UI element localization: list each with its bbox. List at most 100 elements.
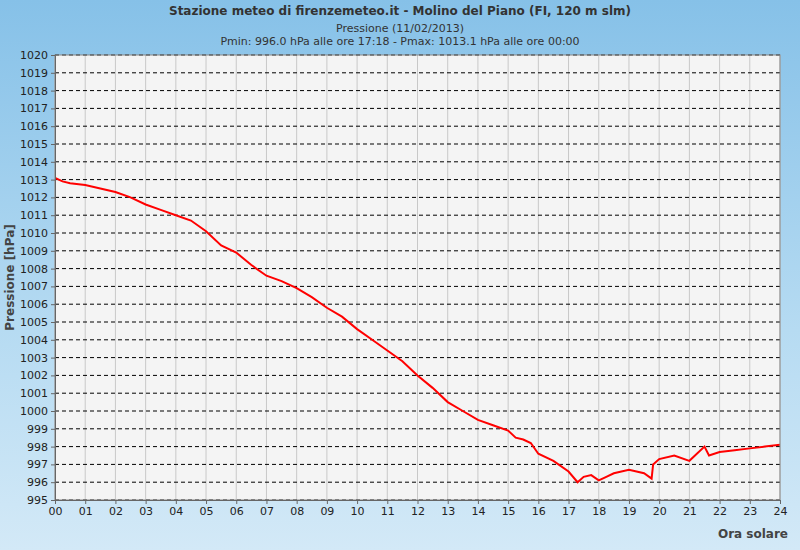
y-tick-mark: [51, 126, 55, 127]
y-tick-label: 1005: [20, 316, 48, 329]
y-tick-label: 1007: [20, 280, 48, 293]
x-tick-label: 22: [713, 505, 727, 518]
y-tick-label: 1013: [20, 174, 48, 187]
x-tick: 01: [79, 500, 93, 518]
grid-line-y: [55, 482, 780, 483]
x-tick: 08: [290, 500, 304, 518]
grid-line-y: [55, 268, 780, 269]
y-tick: 1017: [20, 102, 55, 115]
y-tick-label: 995: [27, 494, 48, 507]
x-tick-mark: [448, 500, 449, 504]
y-tick-label: 996: [27, 476, 48, 489]
y-tick-mark: [51, 286, 55, 287]
grid-line-x: [568, 55, 569, 500]
x-tick-label: 11: [381, 505, 395, 518]
grid-line-y: [55, 233, 780, 234]
grid-line-y: [55, 179, 780, 180]
x-tick: 02: [109, 500, 123, 518]
grid-line-y: [55, 393, 780, 394]
y-tick-mark: [51, 322, 55, 323]
grid-line-x: [236, 55, 237, 500]
y-tick-mark: [51, 358, 55, 359]
y-tick-mark: [51, 393, 55, 394]
y-tick-label: 998: [27, 441, 48, 454]
y-tick: 997: [27, 458, 55, 471]
y-tick-mark: [51, 411, 55, 412]
x-tick-label: 00: [49, 505, 63, 518]
x-tick: 09: [320, 500, 334, 518]
x-tick-label: 15: [502, 505, 516, 518]
x-tick-label: 14: [471, 505, 485, 518]
grid-line-x: [175, 55, 176, 500]
x-tick-label: 08: [290, 505, 304, 518]
grid-line-y: [55, 108, 780, 109]
x-axis-line: [56, 501, 781, 505]
x-tick-mark: [569, 500, 570, 504]
x-tick-mark: [599, 500, 600, 504]
y-tick-mark: [51, 464, 55, 465]
y-tick-mark: [51, 197, 55, 198]
y-tick-label: 1002: [20, 369, 48, 382]
y-tick-label: 1014: [20, 156, 48, 169]
grid-line-x: [447, 55, 448, 500]
x-tick-mark: [720, 500, 721, 504]
grid-line-x: [145, 55, 146, 500]
grid-line-x: [357, 55, 358, 500]
y-tick-mark: [51, 304, 55, 305]
x-tick-label: 17: [562, 505, 576, 518]
grid-line-y: [55, 339, 780, 340]
y-tick: 1020: [20, 49, 55, 62]
y-tick-label: 1006: [20, 298, 48, 311]
y-tick-mark: [51, 482, 55, 483]
grid-line-x: [628, 55, 629, 500]
x-tick-label: 23: [743, 505, 757, 518]
y-tick: 1012: [20, 191, 55, 204]
x-tick-mark: [659, 500, 660, 504]
x-tick: 05: [200, 500, 214, 518]
grid-line-x: [689, 55, 690, 500]
grid-line-x: [387, 55, 388, 500]
y-axis-line: [51, 56, 56, 501]
y-tick: 1008: [20, 263, 55, 276]
y-tick-label: 1011: [20, 209, 48, 222]
y-tick: 1011: [20, 209, 55, 222]
y-tick-label: 997: [27, 458, 48, 471]
y-tick-mark: [51, 269, 55, 270]
y-tick: 1002: [20, 369, 55, 382]
x-tick: 24: [774, 500, 788, 518]
x-tick: 17: [562, 500, 576, 518]
y-tick: 995: [27, 494, 55, 507]
y-tick: 1015: [20, 138, 55, 151]
x-tick-label: 02: [109, 505, 123, 518]
x-tick-mark: [508, 500, 509, 504]
x-tick-label: 06: [230, 505, 244, 518]
x-tick-mark: [780, 500, 781, 504]
y-tick-mark: [51, 233, 55, 234]
x-tick-mark: [327, 500, 328, 504]
y-tick-mark: [51, 73, 55, 74]
grid-line-x: [719, 55, 720, 500]
title: Stazione meteo di firenzemeteo.it - Moli…: [169, 4, 631, 18]
y-tick-label: 1001: [20, 387, 48, 400]
plot-frame: [55, 55, 780, 500]
grid-line-x: [85, 55, 86, 500]
grid-line-y: [55, 446, 780, 447]
y-tick: 1009: [20, 245, 55, 258]
grid-line-y: [55, 304, 780, 305]
x-tick: 06: [230, 500, 244, 518]
x-tick: 19: [622, 500, 636, 518]
x-tick-label: 24: [774, 505, 788, 518]
x-tick-label: 13: [441, 505, 455, 518]
y-tick-mark: [51, 180, 55, 181]
y-tick-label: 1015: [20, 138, 48, 151]
y-tick-label: 1017: [20, 102, 48, 115]
x-tick-label: 04: [169, 505, 183, 518]
x-tick-mark: [629, 500, 630, 504]
grid-line-y: [55, 464, 780, 465]
x-tick: 04: [169, 500, 183, 518]
x-tick: 11: [381, 500, 395, 518]
y-tick: 1006: [20, 298, 55, 311]
x-tick: 07: [260, 500, 274, 518]
x-tick-label: 10: [351, 505, 365, 518]
y-tick: 1000: [20, 405, 55, 418]
